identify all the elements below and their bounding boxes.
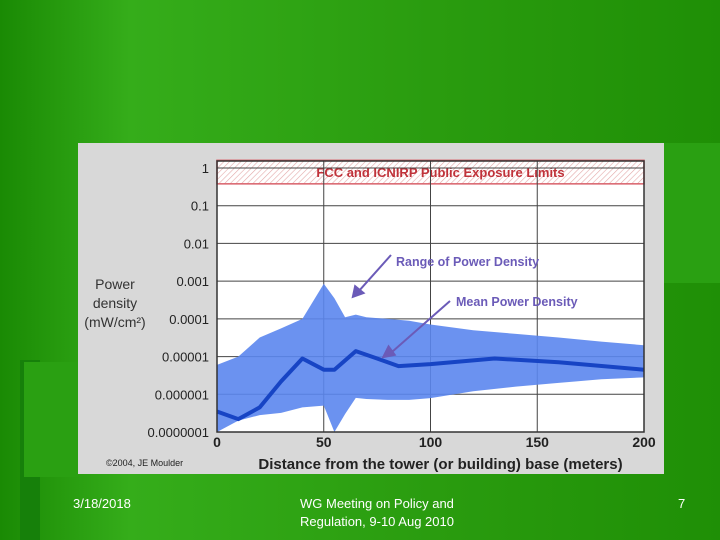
background-block [664,143,720,283]
range-annotation-arrow-line [358,254,392,292]
x-tick-label: 150 [526,434,550,450]
y-tick-label: 0.001 [176,274,209,289]
x-tick-label: 100 [419,434,443,450]
range-power-density-area [217,283,644,432]
y-axis-label-line1: Power [95,276,135,292]
footer-title-line1: WG Meeting on Policy and [300,496,454,511]
mean-power-density-line [216,349,645,422]
slide-date: 3/18/2018 [73,496,131,511]
y-tick-label: 1 [202,161,209,176]
range-annotation-label: Range of Power Density [396,255,539,269]
range-annotation-arrowhead [351,284,366,299]
chart-svg: FCC and ICNIRP Public Exposure Limits 1 0.… [106,159,656,473]
x-tick-label: 50 [316,434,332,450]
y-tick-label: 0.00001 [162,350,209,365]
y-tick-label: 0.0001 [169,312,209,327]
copyright-credit: ©2004, JE Moulder [106,458,183,468]
x-tick-label: 0 [213,434,221,450]
footer-title-line2: Regulation, 9-10 Aug 2010 [300,514,454,529]
slide-footer-title: WG Meeting on Policy and Regulation, 9-1… [300,495,500,531]
x-tick-label: 200 [632,434,656,450]
y-tick-label: 0.1 [191,199,209,214]
mean-annotation-arrow-line [390,300,451,354]
y-axis-label-line3: (mW/cm²) [84,314,146,330]
exposure-limit-label: FCC and ICNIRP Public Exposure Limits [316,165,564,180]
y-tick-label: 0.0000001 [148,425,209,440]
mean-annotation-arrowhead [381,344,397,359]
y-axis-label-line2: density [92,295,138,311]
power-density-figure: Power density (mW/cm²) FCC and ICNIRP Pu… [78,143,664,474]
x-axis-label: Distance from the tower (or building) ba… [258,456,622,473]
y-tick-label: 0.000001 [155,387,209,402]
background-block [24,362,78,477]
plot-border [216,160,645,433]
y-tick-label: 0.01 [184,236,209,251]
slide-page-number: 7 [678,496,686,511]
mean-annotation-label: Mean Power Density [456,295,578,309]
